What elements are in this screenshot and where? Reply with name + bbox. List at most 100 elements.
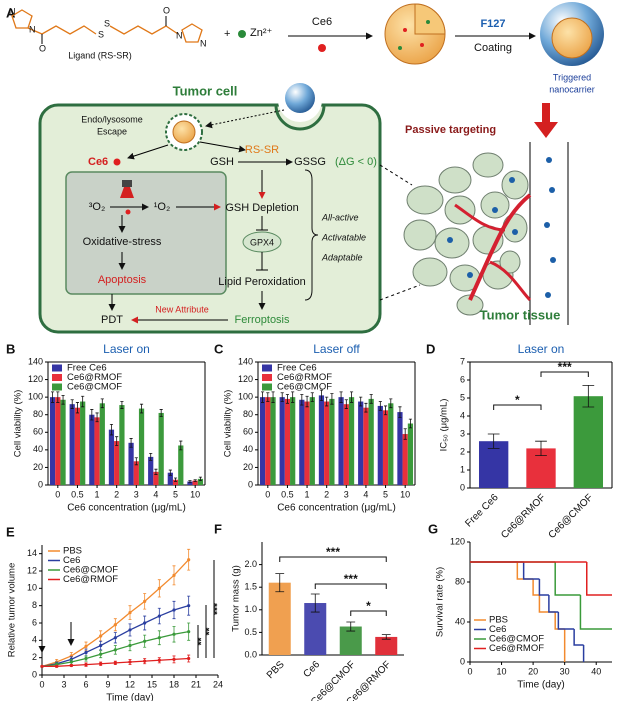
legend-swatch [52,374,62,381]
singlet-oxygen: ¹O₂ [154,201,171,213]
error-bar [70,399,74,409]
y-tick-label: 120 [450,536,465,546]
y-tick-label: 6 [460,374,465,384]
significance-label: ** [205,628,216,636]
legend-label: Ce6@RMOF [489,643,544,654]
error-bar [381,634,391,640]
error-bar [90,409,94,421]
marker [143,599,147,603]
nanocarrier-label: nanocarrier [549,84,595,94]
gsh-depletion: GSH Depletion [225,202,298,214]
error-bar [364,402,368,413]
arrow [205,109,285,129]
y-tick-label: 1 [460,464,465,474]
error-bar [359,396,363,407]
y-tick-label: 10 [27,583,37,593]
error-bar [291,391,295,403]
escape-label: Escape [97,126,127,136]
ligand-structure [11,9,203,44]
x-tick-label: 24 [213,679,223,689]
bar [304,603,327,655]
y-tick-label: 3 [460,428,465,438]
marker [128,611,132,615]
marker [172,657,176,662]
y-tick-label: 1.5 [244,582,257,592]
error-bar [275,573,285,593]
bar [397,412,403,485]
panel-label: A [6,5,16,20]
bar [80,401,86,485]
step-segment [554,612,565,630]
y-tick-label: 60 [33,427,43,437]
error-bar [188,480,192,483]
error-bar [285,394,290,404]
plus: + [224,28,230,40]
bar [108,429,115,485]
marker [40,664,44,668]
marker [69,663,73,668]
marker [157,614,161,618]
y-axis-label: Cell viability (%) [223,390,234,458]
x-tick-label: 9 [105,679,110,689]
marker [143,659,147,663]
y-tick-label: 100 [28,392,43,402]
legend-label: Ce6@RMOF [277,372,332,383]
oxidative-stress: Oxidative-stress [83,236,162,248]
x-tick-label: 20 [528,666,538,676]
error-bar [280,392,284,402]
error-bar [408,418,412,429]
error-bar [325,396,329,407]
membrane [274,104,326,131]
bar [573,396,604,488]
nanocarrier-dots [447,157,556,298]
brace [304,169,319,301]
legend-swatch [52,383,62,391]
bar [270,397,276,485]
error-bar [261,391,265,403]
panel-label: E [6,524,15,539]
bar [187,481,193,485]
bar [69,404,75,485]
atom: N [29,24,36,34]
x-tick-label: 1 [95,489,100,499]
error-bar [310,392,314,402]
error-bar [129,438,133,448]
x-tick-label: 10 [400,489,410,499]
error-bar [173,477,178,482]
y-tick-label: 0 [248,479,253,489]
error-bar [266,392,270,402]
bar [388,403,394,485]
panel-label: G [428,521,438,536]
nanoparticle [384,3,446,65]
significance-label: *** [344,572,358,586]
legend-label: Ce6@CMOF [67,382,122,393]
error-bar [582,385,595,408]
targeting-arrow [534,103,558,138]
x-tick-label: 2 [324,489,329,499]
marker [172,632,176,636]
legend-label: PBS [489,615,508,626]
error-bar [300,394,304,406]
y-tick-label: 20 [243,462,253,472]
error-bar [369,394,373,404]
error-bar [271,391,275,403]
x-tick-label: 3 [134,489,139,499]
feature: Activatable [321,232,366,242]
y-axis-label: Cell viability (%) [13,390,24,458]
atom: N [200,38,207,48]
atom: S [104,18,110,28]
x-tick-label: 2 [114,489,119,499]
y-tick-label: 2 [460,446,465,456]
y-tick-label: 2.0 [244,559,257,569]
pdt-box [65,171,227,295]
bar [153,471,159,485]
y-axis-label: Relative tumor volume [7,563,18,658]
atom-labels: N N O S S O N N [9,5,207,53]
marker [143,639,147,643]
x-tick-label: 10 [190,489,200,499]
step-segment [538,595,556,613]
x-tick-label: 5 [383,489,388,499]
tissue-label: Tumor tissue [480,307,561,322]
y-tick-label: 5 [460,392,465,402]
